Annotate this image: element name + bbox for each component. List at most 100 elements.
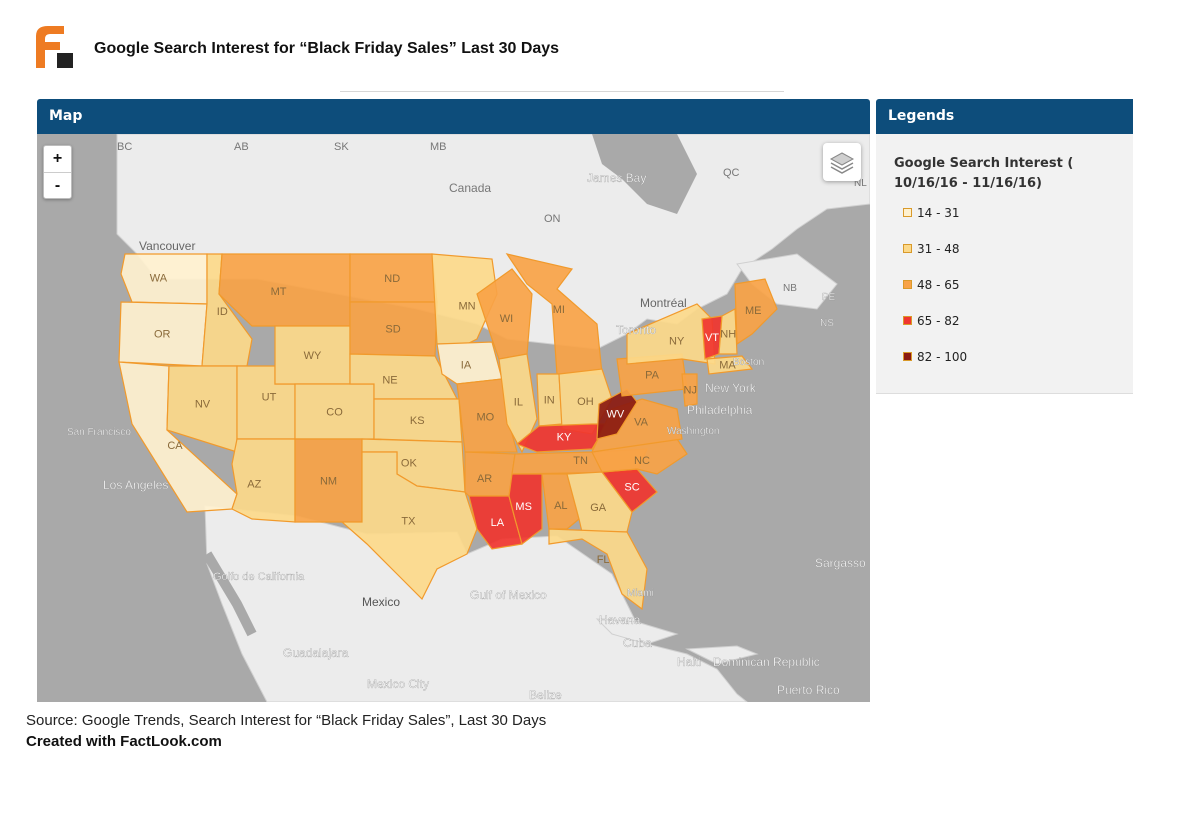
state-ma[interactable]	[706, 355, 754, 375]
state-label-nv: NV	[195, 399, 211, 411]
state-label-mt: MT	[271, 286, 287, 298]
city-label: Miami	[627, 588, 654, 599]
hispaniola-land	[685, 645, 759, 665]
state-nh[interactable]	[718, 308, 738, 355]
city-label: Boston	[733, 357, 764, 368]
province-label: SK	[334, 141, 349, 153]
state-label-sc: SC	[624, 481, 639, 493]
state-fl[interactable]	[548, 528, 648, 611]
state-label-mi: MI	[553, 304, 565, 316]
city-label: Havana	[599, 613, 641, 627]
factlook-logo	[36, 26, 73, 68]
state-label-or: OR	[154, 329, 171, 341]
state-label-in: IN	[544, 395, 555, 407]
legend-panel: Google Search Interest ( 10/16/16 - 11/1…	[876, 134, 1133, 394]
state-label-ms: MS	[515, 501, 532, 513]
city-label: Philadelphia	[687, 403, 753, 417]
state-label-ky: KY	[557, 432, 572, 444]
state-label-wy: WY	[304, 350, 322, 362]
state-label-tx: TX	[401, 516, 416, 528]
cuba-land	[595, 618, 679, 645]
city-label: Los Angeles	[103, 478, 168, 492]
city-label: Mexico City	[367, 677, 429, 691]
state-label-ca: CA	[167, 440, 183, 452]
city-label: New York	[705, 381, 757, 395]
state-label-mn: MN	[458, 301, 475, 313]
divider	[340, 91, 784, 92]
state-label-ny: NY	[669, 336, 685, 348]
state-label-wv: WV	[607, 409, 625, 421]
state-label-nj: NJ	[684, 385, 697, 397]
states-layer: WA OR CA ID NV UT AZ MT WY CO NM ND SD NE KS OK TX MN IA MO…	[118, 253, 778, 611]
city-label: San Francisco	[67, 427, 131, 438]
state-label-sd: SD	[385, 324, 400, 336]
state-label-wi: WI	[500, 313, 513, 325]
province-label: PE	[822, 292, 836, 303]
map-panel-header: Map	[37, 99, 870, 134]
state-label-la: LA	[491, 517, 505, 529]
james-bay-water	[592, 134, 697, 214]
state-label-pa: PA	[645, 370, 660, 382]
other-label: Cuba	[623, 636, 652, 650]
state-label-ut: UT	[262, 391, 277, 403]
map-label-layer: Canada Mexico BC AB SK MB ON QC NB PE NS NL Vancouve…	[67, 141, 867, 702]
legend-label: 82 - 100	[917, 350, 968, 364]
other-label: Dominican Republic	[713, 655, 820, 669]
state-nj[interactable]	[681, 373, 698, 407]
state-label-mo: MO	[476, 412, 494, 424]
page-title: Google Search Interest for “Black Friday…	[94, 40, 560, 57]
province-label: AB	[234, 141, 249, 153]
state-me[interactable]	[734, 278, 778, 346]
city-label: Washington	[667, 426, 719, 437]
state-label-vt: VT	[705, 332, 719, 344]
state-al[interactable]	[541, 473, 580, 530]
source-note: Source: Google Trends, Search Interest f…	[26, 712, 547, 729]
water-label: James Bay	[587, 171, 646, 185]
water-label: Sargasso	[815, 556, 866, 570]
state-label-ma: MA	[719, 360, 736, 372]
state-label-co: CO	[326, 407, 343, 419]
state-label-nd: ND	[384, 273, 400, 285]
state-label-tn: TN	[573, 455, 588, 467]
province-label: MB	[430, 141, 447, 153]
state-label-wa: WA	[150, 273, 168, 285]
state-label-al: AL	[554, 500, 567, 512]
legend-swatch	[903, 244, 912, 253]
state-label-me: ME	[745, 305, 762, 317]
state-az[interactable]	[231, 438, 296, 523]
basemap-land	[116, 134, 870, 702]
city-label: Montréal	[640, 296, 687, 310]
legend-swatch	[903, 352, 912, 361]
water-label: Gulf of Mexico	[470, 588, 547, 602]
layers-button[interactable]	[823, 143, 861, 181]
water-label: Golfo de California	[213, 571, 305, 583]
country-label: Mexico	[362, 595, 400, 609]
state-label-fl: FL	[597, 554, 610, 566]
legend-label: 31 - 48	[917, 242, 960, 256]
state-label-nc: NC	[634, 455, 650, 467]
legend-swatch	[903, 208, 912, 217]
credit-line: Created with FactLook.com	[26, 733, 222, 750]
state-label-ks: KS	[410, 415, 425, 427]
state-label-ne: NE	[382, 374, 397, 386]
legend-panel-header: Legends	[876, 99, 1133, 134]
map-canvas: WA OR CA ID NV UT AZ MT WY CO NM ND SD NE KS OK TX MN IA MO…	[67, 134, 870, 702]
city-label: Vancouver	[139, 239, 195, 253]
state-label-id: ID	[217, 306, 228, 318]
state-tx[interactable]	[340, 451, 478, 601]
state-label-ga: GA	[590, 502, 607, 514]
province-label: ON	[544, 213, 561, 225]
state-label-va: VA	[634, 417, 649, 429]
zoom-out-button[interactable]: -	[54, 177, 61, 194]
choropleth-map[interactable]: WA OR CA ID NV UT AZ MT WY CO NM ND SD NE KS OK TX MN IA MO…	[37, 134, 870, 702]
layers-icon	[829, 152, 855, 174]
other-label: Puerto Rico	[777, 683, 840, 697]
legend-swatch	[903, 316, 912, 325]
province-label: NB	[783, 283, 797, 294]
zoom-in-button[interactable]: +	[44, 146, 71, 173]
country-label: Canada	[449, 181, 491, 195]
state-label-ar: AR	[477, 473, 492, 485]
other-label: Haiti	[677, 655, 701, 669]
state-label-nh: NH	[720, 328, 736, 340]
state-label-ok: OK	[401, 457, 418, 469]
